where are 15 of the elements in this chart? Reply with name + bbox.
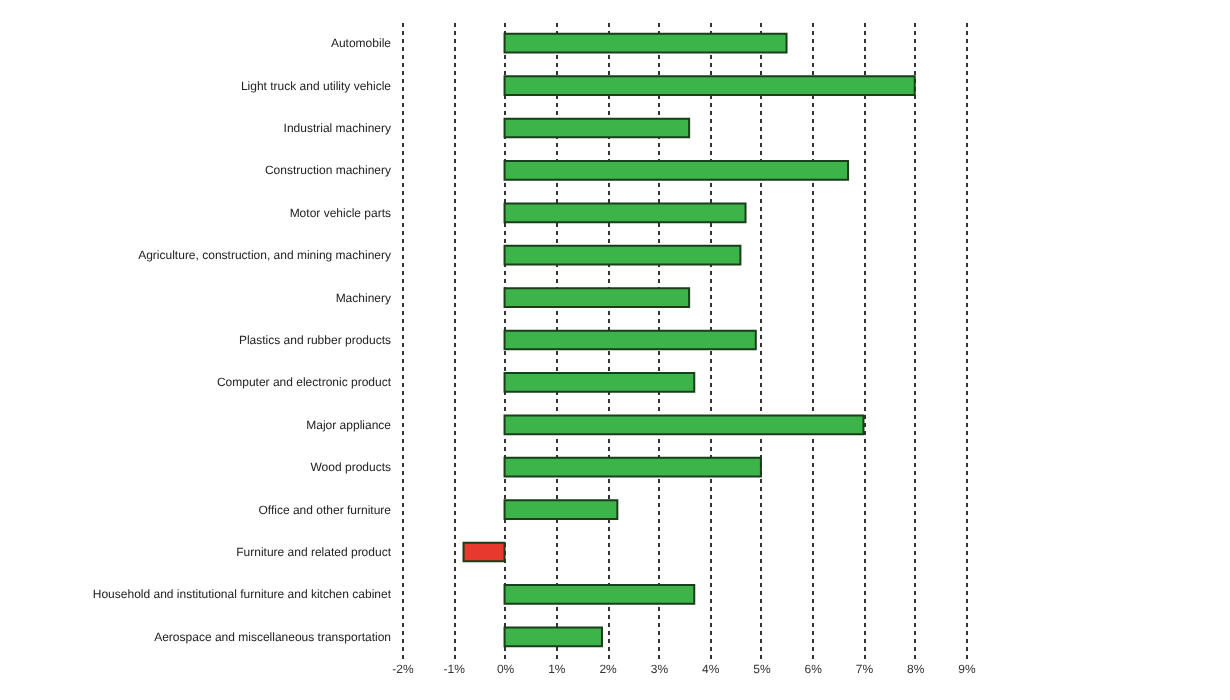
bar [503, 287, 691, 308]
bar [503, 117, 691, 139]
bar [503, 32, 788, 54]
bar [503, 626, 603, 648]
bar [503, 372, 696, 393]
bar [503, 160, 850, 181]
bar [503, 329, 757, 351]
bar [462, 541, 506, 563]
bar [503, 584, 696, 605]
bar [503, 456, 762, 478]
bar [503, 75, 916, 96]
bar [503, 244, 742, 266]
bar [503, 414, 865, 436]
bar [503, 202, 747, 224]
bar [503, 499, 619, 520]
